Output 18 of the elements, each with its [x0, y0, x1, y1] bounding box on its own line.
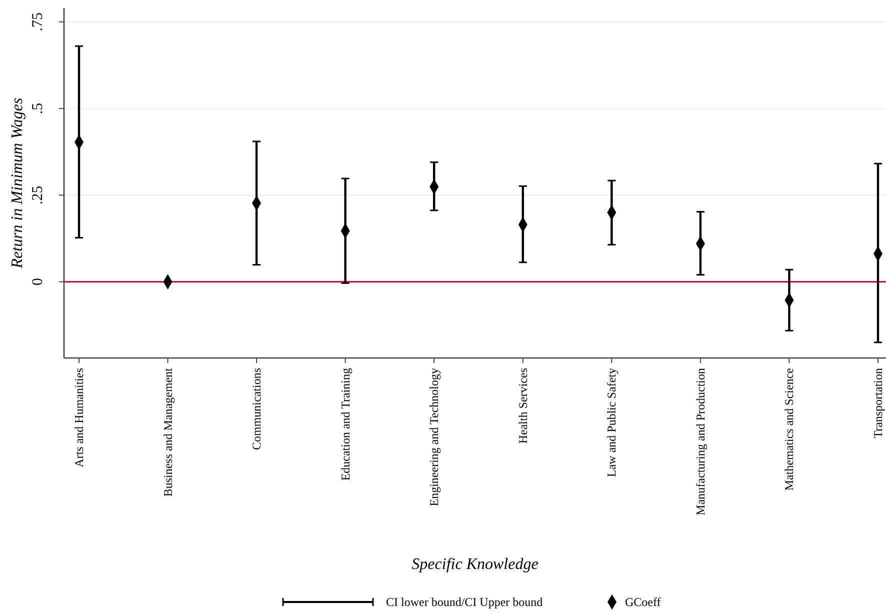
x-axis-title: Specific Knowledge — [412, 556, 538, 573]
y-tick-label: .75 — [30, 12, 46, 32]
y-tick-label: .5 — [30, 102, 46, 114]
x-tick-label: Manufacturing and Production — [693, 368, 708, 516]
x-tick-label: Education and Training — [338, 368, 352, 481]
legend-label: GCoeff — [625, 595, 661, 609]
x-tick-label: Mathematics and Science — [782, 368, 796, 491]
y-tick-label: 0 — [30, 278, 46, 286]
x-tick-label: Communications — [250, 368, 264, 450]
y-axis-title: Return in Minimum Wages — [9, 98, 26, 270]
x-tick-label: Engineering and Technology — [427, 368, 442, 506]
x-tick-label: Law and Public Safety — [604, 368, 619, 477]
text: CI lower bound/CI Upper bound — [386, 595, 543, 609]
x-tick-label: Health Services — [516, 368, 530, 444]
x-tick-label: Business and Management — [160, 367, 175, 497]
x-tick-label: Transportation — [871, 368, 885, 438]
y-tick-label: .25 — [30, 186, 46, 205]
x-tick-label: Arts and Humanities — [72, 368, 86, 468]
